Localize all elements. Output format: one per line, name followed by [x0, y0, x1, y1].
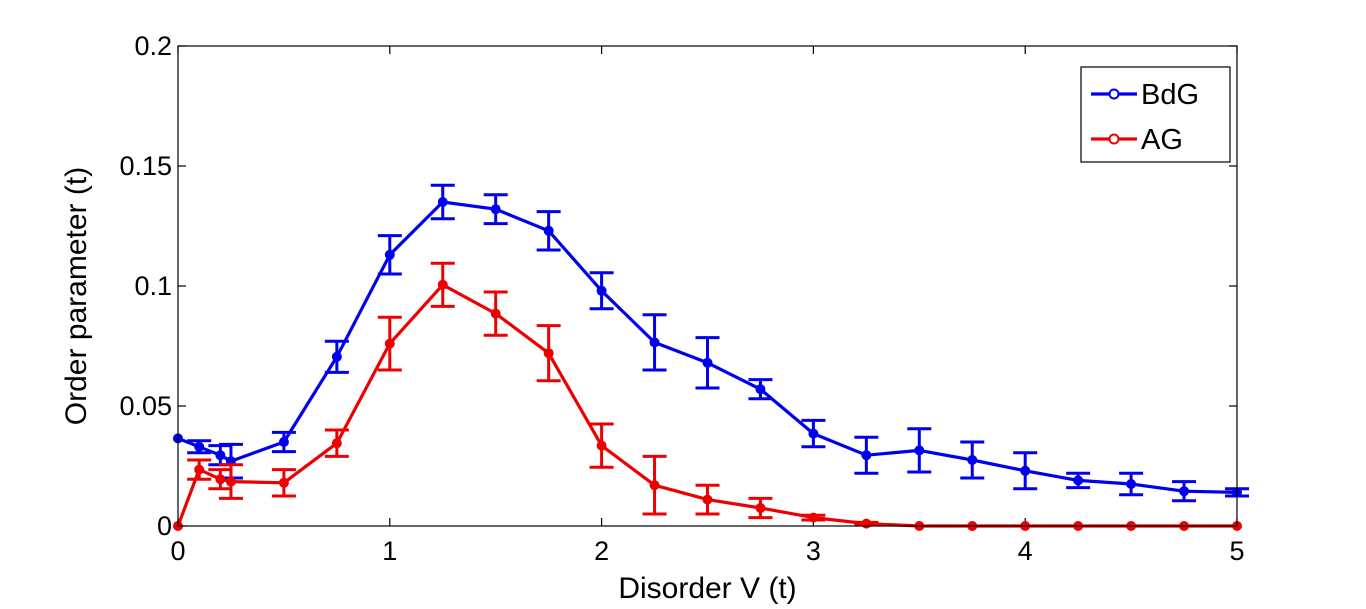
data-point-ag — [331, 438, 342, 449]
data-point-ag — [384, 338, 395, 349]
data-point-ag — [225, 476, 236, 487]
data-point-ag — [702, 494, 713, 505]
data-point-ag — [755, 503, 766, 513]
data-point-bdg — [331, 351, 342, 362]
legend-marker-ag — [1108, 133, 1120, 145]
data-point-bdg — [808, 428, 819, 439]
data-point-ag — [808, 512, 819, 523]
x-axis-title: Disorder V (t) — [618, 572, 796, 605]
data-point-ag — [437, 279, 448, 290]
legend-label-ag: AG — [1141, 124, 1183, 156]
data-point-bdg — [1020, 465, 1031, 476]
y-axis-title: Order parameter (t) — [60, 167, 93, 425]
plot-frame — [177, 45, 1238, 527]
data-point-bdg — [1073, 475, 1084, 486]
legend-marker-bdg — [1108, 88, 1120, 100]
data-point-ag — [278, 477, 289, 488]
legend-label-bdg: BdG — [1141, 79, 1199, 111]
data-point-bdg — [1126, 479, 1137, 489]
data-point-bdg — [596, 285, 607, 296]
data-point-bdg — [967, 455, 978, 465]
data-point-ag — [194, 464, 205, 475]
x-tick-label: 4 — [1018, 536, 1033, 566]
plot-area — [178, 46, 1237, 526]
y-tick-label: 0 — [157, 511, 172, 541]
x-tick-label: 1 — [382, 536, 397, 566]
y-tick-label: 0.1 — [134, 271, 172, 301]
data-point-bdg — [914, 445, 925, 456]
x-tick-label: 5 — [1229, 536, 1244, 566]
data-point-bdg — [194, 441, 205, 452]
legend-box — [1080, 66, 1231, 163]
data-point-bdg — [702, 357, 713, 368]
ticks: 0 1 2 3 4 5 0 0.05 0.1 0.15 0.2 — [119, 31, 1244, 566]
x-tick-label: 3 — [806, 536, 821, 566]
data-point-bdg — [437, 197, 448, 207]
data-point-bdg — [755, 384, 766, 395]
x-tick-label: 2 — [594, 536, 609, 566]
data-point-bdg — [490, 204, 501, 215]
data-point-bdg — [215, 450, 226, 461]
data-point-bdg — [543, 225, 554, 236]
legend: BdG AG — [1080, 66, 1231, 163]
data-point-bdg — [649, 337, 660, 348]
data-point-bdg — [861, 450, 872, 461]
x-tick-label: 0 — [170, 536, 185, 566]
y-tick-label: 0.05 — [119, 391, 172, 421]
y-tick-label: 0.2 — [134, 31, 172, 61]
data-point-bdg — [278, 437, 289, 447]
data-point-ag — [861, 518, 872, 529]
data-point-ag — [649, 480, 660, 491]
data-point-ag — [596, 440, 607, 451]
data-point-bdg — [384, 249, 395, 260]
data-point-ag — [215, 474, 226, 485]
data-point-ag — [490, 308, 501, 319]
data-point-ag — [543, 348, 554, 359]
y-tick-label: 0.15 — [119, 151, 172, 181]
data-point-bdg — [1179, 486, 1190, 497]
